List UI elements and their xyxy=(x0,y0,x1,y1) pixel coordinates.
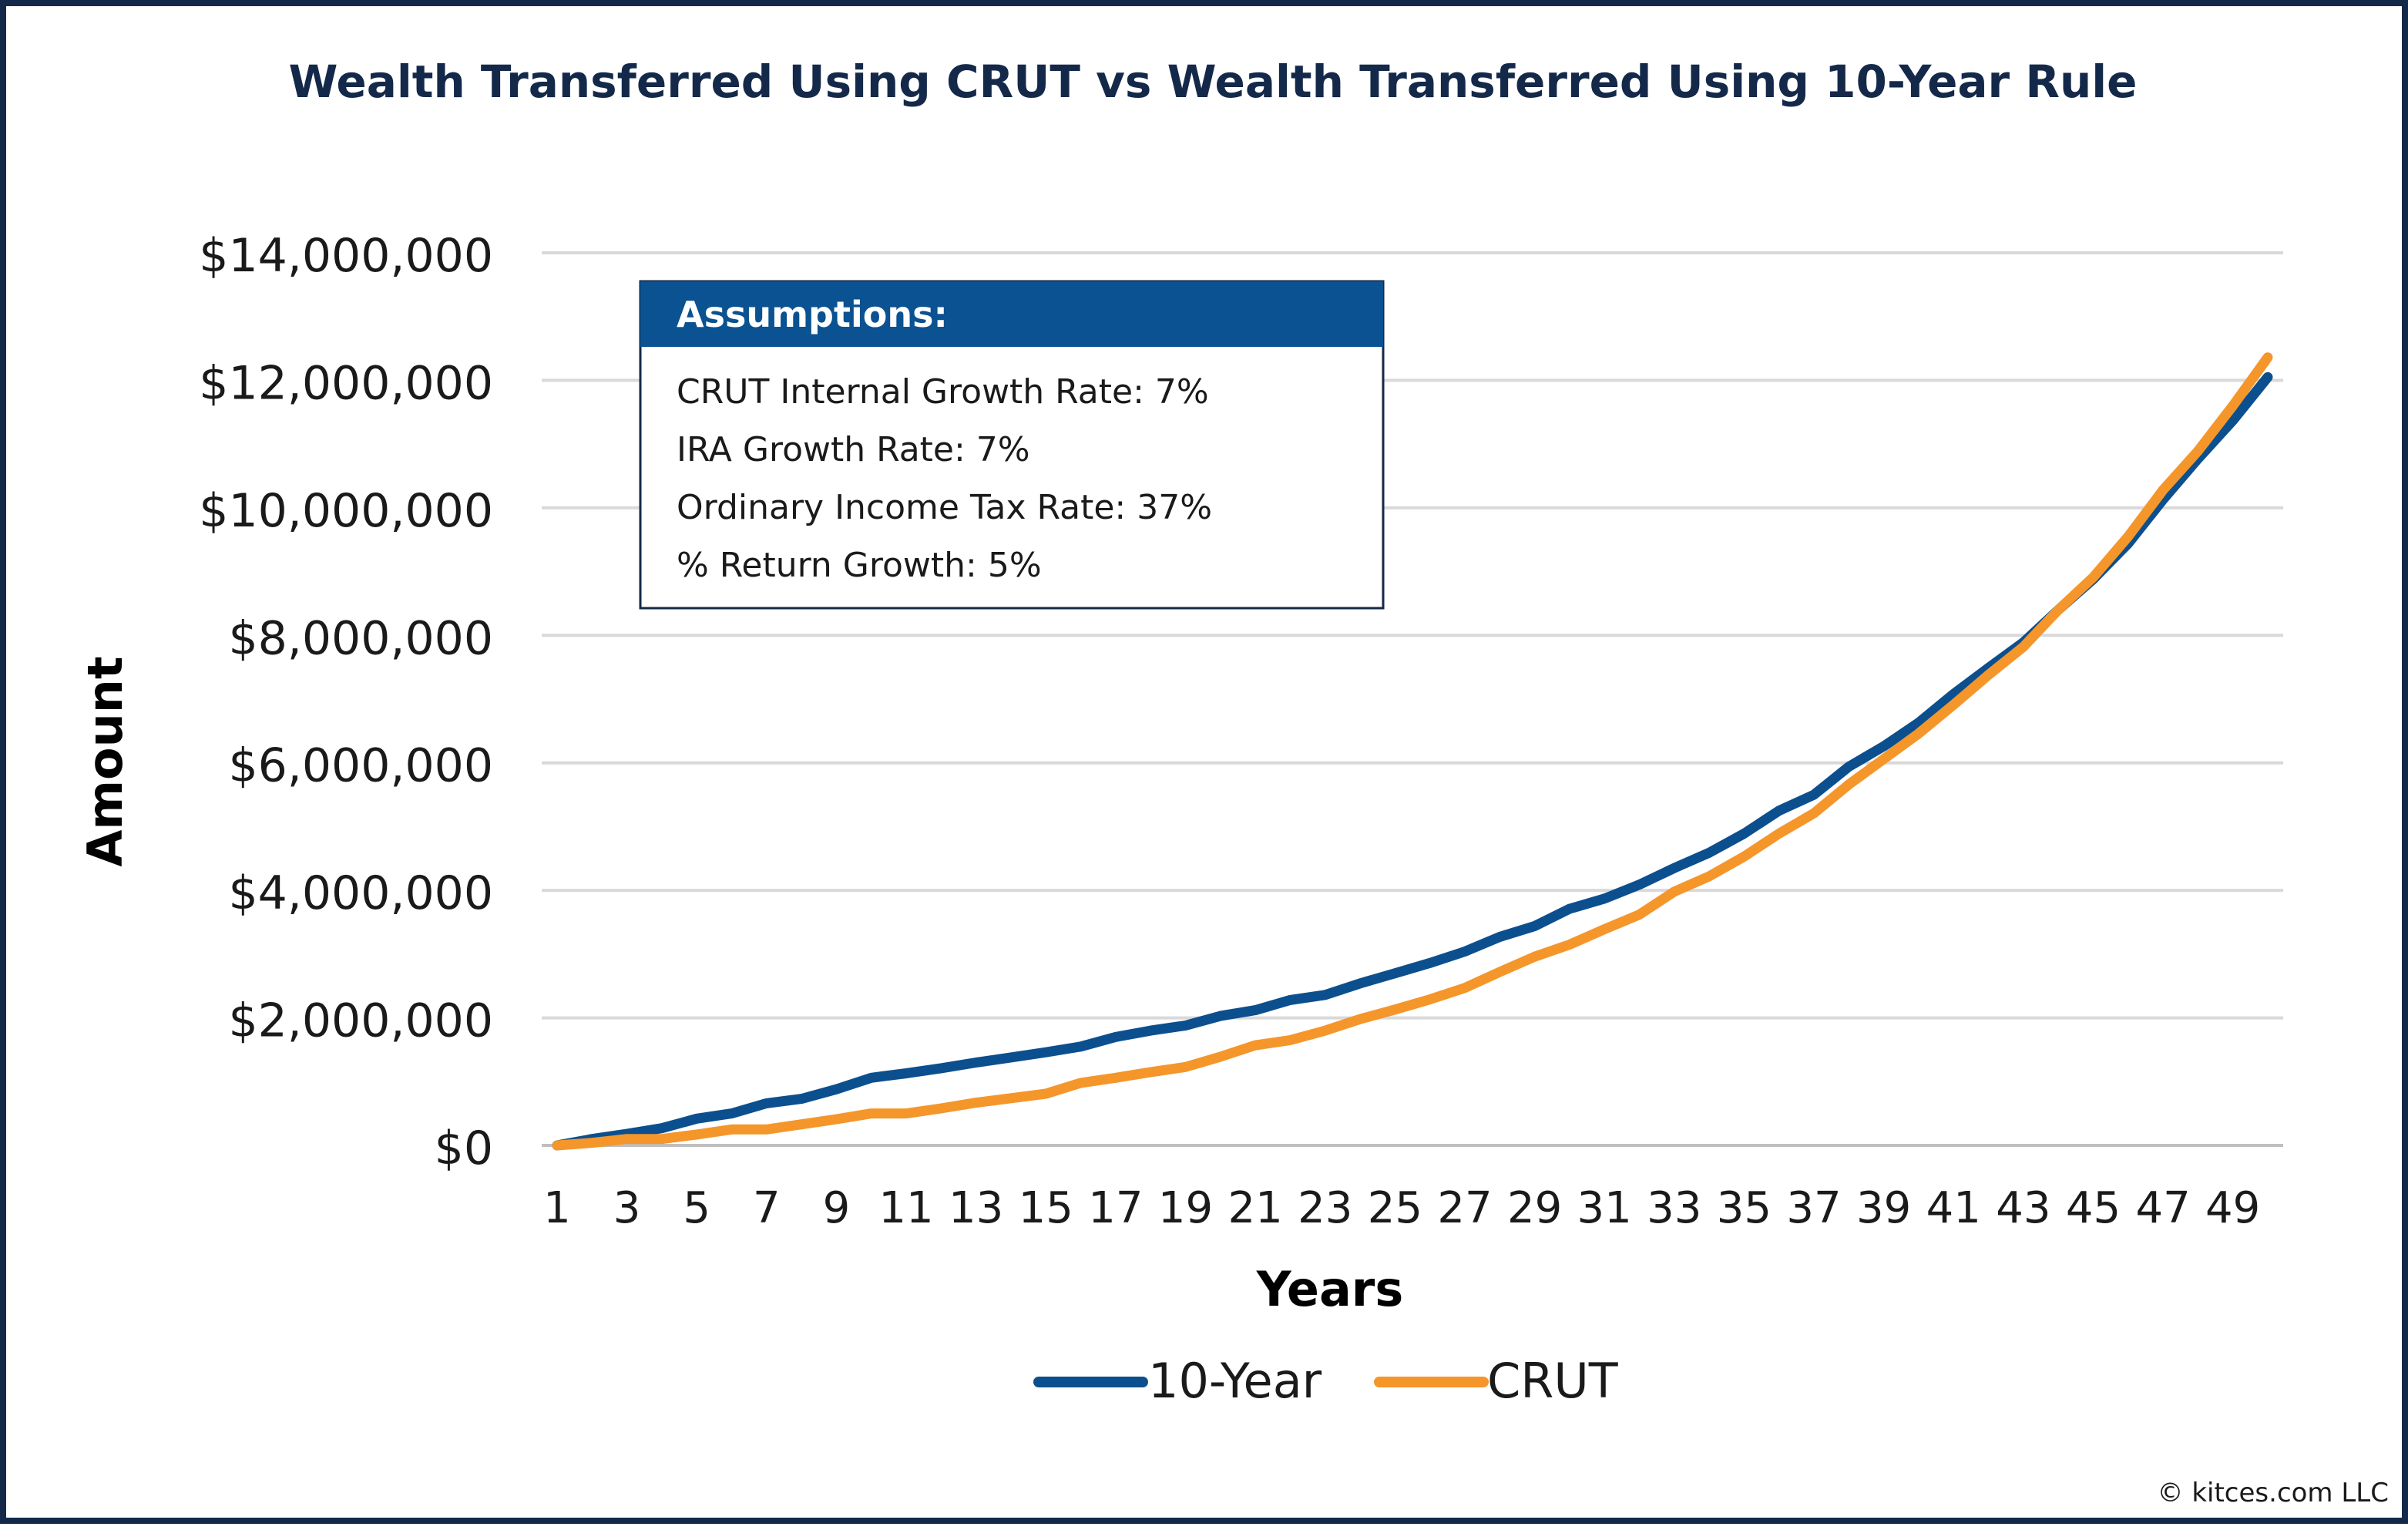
assumption-line: % Return Growth: 5% xyxy=(677,546,1042,585)
x-tick-label: 43 xyxy=(1996,1183,2050,1233)
copyright-footer: © kitces.com LLC xyxy=(2158,1478,2389,1508)
x-tick-label: 11 xyxy=(878,1183,933,1233)
assumptions-box: Assumptions: CRUT Internal Growth Rate: … xyxy=(639,280,1385,610)
x-tick-label: 45 xyxy=(2066,1183,2121,1233)
y-tick-label: $6,000,000 xyxy=(228,739,493,793)
x-tick-label: 49 xyxy=(2205,1183,2260,1233)
x-tick-label: 5 xyxy=(683,1183,710,1233)
x-tick-label: 41 xyxy=(1926,1183,1981,1233)
y-tick-label: $10,000,000 xyxy=(199,484,493,538)
y-axis-label: Amount xyxy=(77,656,133,866)
assumption-line: CRUT Internal Growth Rate: 7% xyxy=(677,372,1209,412)
x-tick-label: 17 xyxy=(1088,1183,1143,1233)
legend-label-crut: CRUT xyxy=(1487,1353,1619,1409)
x-tick-label: 31 xyxy=(1577,1183,1632,1233)
y-tick-label: $0 xyxy=(435,1121,493,1175)
data-series xyxy=(552,352,2273,1151)
x-tick-label: 27 xyxy=(1437,1183,1492,1233)
x-tick-label: 29 xyxy=(1507,1183,1562,1233)
y-tick-label: $8,000,000 xyxy=(228,611,493,665)
assumptions-header: Assumptions: xyxy=(677,294,948,335)
series-line-crut xyxy=(552,352,2273,1151)
y-axis-tick-labels: $0 $2,000,000 $4,000,000 $6,000,000 $8,000,0… xyxy=(199,229,493,1175)
series-line-10-year xyxy=(552,372,2273,1151)
chart-canvas: Wealth Transferred Using CRUT vs Wealth … xyxy=(77,55,2389,1508)
x-tick-label: 19 xyxy=(1158,1183,1213,1233)
assumptions-header-bar xyxy=(640,281,1383,347)
assumption-line: IRA Growth Rate: 7% xyxy=(677,430,1030,469)
x-tick-label: 37 xyxy=(1786,1183,1841,1233)
y-tick-label: $14,000,000 xyxy=(199,229,493,283)
x-tick-label: 3 xyxy=(613,1183,641,1233)
x-tick-label: 47 xyxy=(2135,1183,2190,1233)
y-tick-label: $2,000,000 xyxy=(228,994,493,1048)
x-tick-label: 9 xyxy=(823,1183,851,1233)
x-tick-label: 7 xyxy=(753,1183,781,1233)
assumption-line: Ordinary Income Tax Rate: 37% xyxy=(677,488,1212,527)
legend: 10-Year CRUT xyxy=(1033,1353,1619,1409)
x-tick-label: 25 xyxy=(1368,1183,1422,1233)
x-tick-label: 15 xyxy=(1019,1183,1073,1233)
x-tick-label: 1 xyxy=(543,1183,571,1233)
x-axis-label: Years xyxy=(1256,1261,1404,1317)
x-tick-label: 39 xyxy=(1856,1183,1911,1233)
x-tick-label: 33 xyxy=(1647,1183,1701,1233)
x-tick-label: 21 xyxy=(1228,1183,1282,1233)
y-tick-label: $12,000,000 xyxy=(199,356,493,410)
y-tick-label: $4,000,000 xyxy=(228,866,493,920)
x-tick-label: 23 xyxy=(1298,1183,1352,1233)
x-axis-tick-labels: 1 3 5 7 9 11 13 15 17 19 21 23 25 27 29 31 33 35 37 39 41 43 4… xyxy=(543,1183,2260,1233)
x-tick-label: 35 xyxy=(1717,1183,1772,1233)
legend-label-10-year: 10-Year xyxy=(1148,1353,1322,1409)
chart-title: Wealth Transferred Using CRUT vs Wealth … xyxy=(288,55,2137,108)
x-tick-label: 13 xyxy=(949,1183,1003,1233)
